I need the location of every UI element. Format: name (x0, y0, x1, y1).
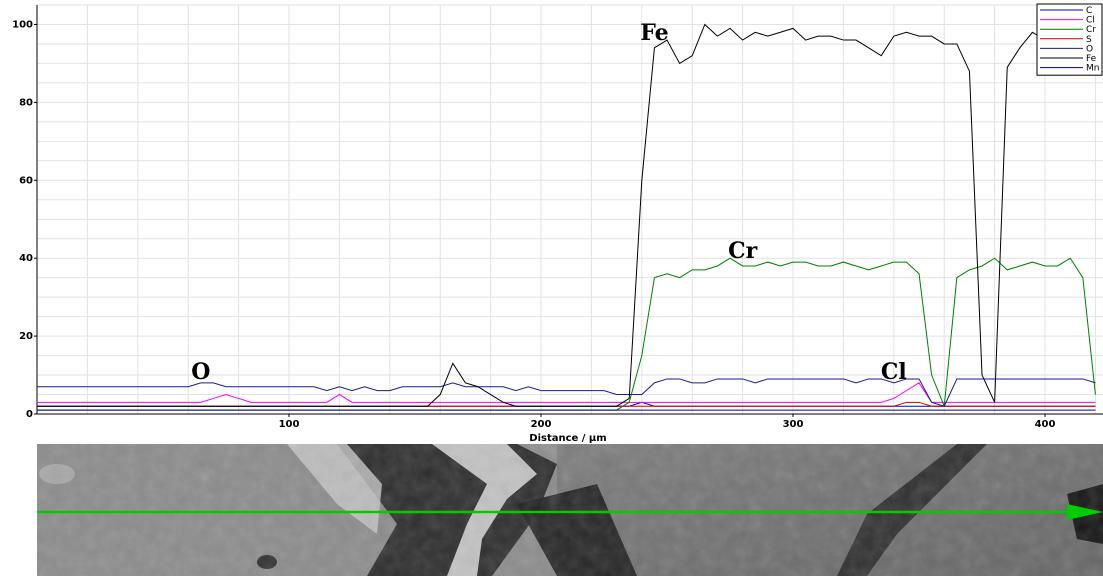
x-tick-label: 400 (1035, 419, 1056, 430)
x-axis-label: Distance / µm (529, 433, 606, 444)
legend-item-s: S (1086, 35, 1092, 45)
chart-series (37, 23, 1096, 411)
chart-annotations: Fe Cr O Cl (191, 20, 907, 385)
y-tick-label: 60 (19, 175, 33, 186)
legend-item-cr: Cr (1086, 25, 1096, 35)
legend-item-mn: Mn (1086, 64, 1099, 74)
series-line-cl (37, 382, 1096, 403)
legend-item-fe: Fe (1086, 54, 1097, 64)
y-tick-label: 0 (26, 409, 33, 420)
x-tick-label: 300 (783, 419, 804, 430)
legend-item-o: O (1086, 44, 1093, 54)
series-line-fe (37, 23, 1096, 407)
line-chart: 0 20 40 60 80 100 100 200 300 400 Fe Cr O Cl Distanc… (12, 3, 1103, 444)
y-tick-label: 100 (12, 19, 33, 30)
chart-grid (36, 4, 1103, 415)
annotation-cr: Cr (728, 238, 758, 264)
annotation-fe: Fe (640, 20, 668, 46)
x-tick-label: 200 (531, 419, 552, 430)
arrow-right-icon (1067, 504, 1103, 520)
series-line-cr (37, 257, 1096, 411)
y-tick-label: 80 (19, 97, 33, 108)
annotation-o: O (191, 359, 210, 385)
y-tick-label: 20 (19, 331, 33, 342)
series-line-o (37, 378, 1096, 407)
annotation-cl: Cl (881, 359, 907, 385)
chart-axes: 0 20 40 60 80 100 100 200 300 400 (12, 5, 1103, 430)
legend-item-c: C (1086, 6, 1092, 16)
y-tick-label: 40 (19, 253, 33, 264)
legend-item-cl: Cl (1086, 16, 1095, 26)
x-tick-label: 100 (279, 419, 300, 430)
sem-micrograph (37, 444, 1103, 576)
legend-box (1036, 3, 1103, 76)
